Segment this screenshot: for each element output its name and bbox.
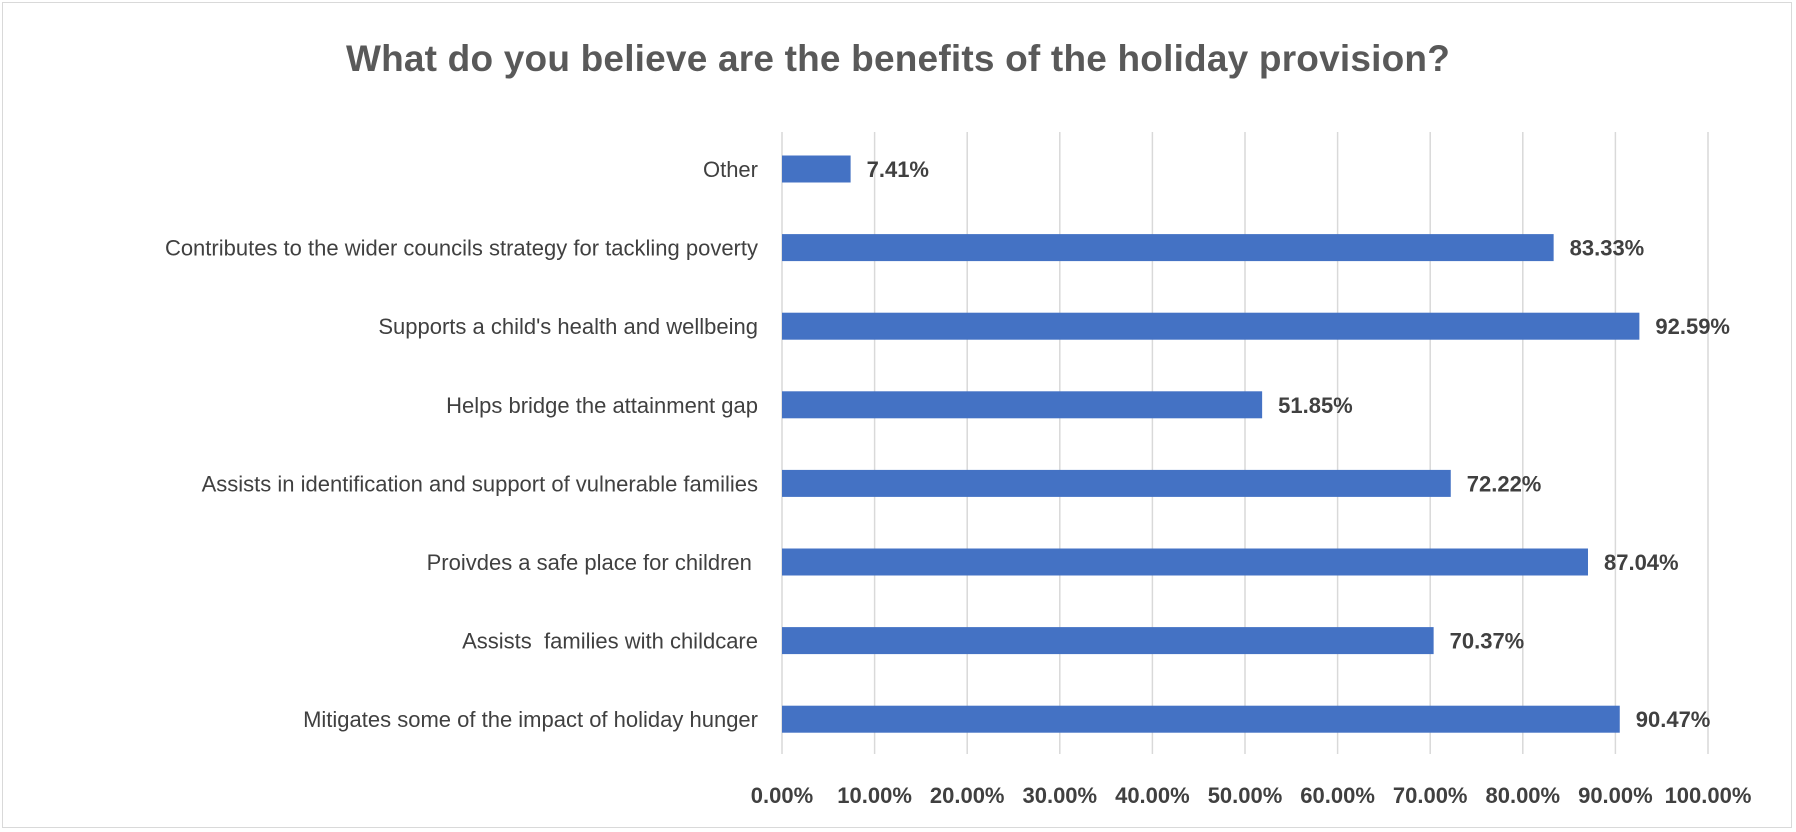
category-label: Proivdes a safe place for children <box>427 550 758 575</box>
category-label: Assists families with childcare <box>462 629 758 654</box>
data-label: 92.59% <box>1655 314 1730 339</box>
x-tick-label: 80.00% <box>1485 783 1560 808</box>
bar <box>782 627 1434 655</box>
x-tick-label: 100.00% <box>1665 783 1752 808</box>
bar <box>782 469 1451 497</box>
category-label: Mitigates some of the impact of holiday … <box>303 707 758 732</box>
bars <box>782 155 1640 733</box>
x-tick-label: 30.00% <box>1022 783 1097 808</box>
data-label: 87.04% <box>1604 550 1679 575</box>
data-label: 7.41% <box>867 157 929 182</box>
category-label: Assists in identification and support of… <box>202 471 758 496</box>
data-label: 83.33% <box>1570 236 1645 261</box>
bar <box>782 705 1620 733</box>
x-tick-label: 0.00% <box>751 783 813 808</box>
category-label: Supports a child's health and wellbeing <box>378 314 758 339</box>
x-axis-tick-labels: 0.00% 10.00% 20.00% 30.00% 40.00% 50.00% 60.00… <box>751 783 1752 808</box>
x-tick-label: 10.00% <box>837 783 912 808</box>
category-labels: Other Contributes to the wider councils s… <box>165 157 758 732</box>
data-label: 90.47% <box>1636 707 1711 732</box>
bar <box>782 548 1588 576</box>
data-label: 51.85% <box>1278 393 1353 418</box>
x-tick-label: 40.00% <box>1115 783 1190 808</box>
data-labels: 7.41% 83.33% 92.59% 51.85% 72.22% 87.04% 70.37… <box>867 157 1730 732</box>
x-tick-label: 20.00% <box>930 783 1005 808</box>
chart-title: What do you believe are the benefits of … <box>345 38 1451 79</box>
bar <box>782 234 1554 262</box>
x-tick-label: 70.00% <box>1393 783 1468 808</box>
bar <box>782 391 1263 419</box>
x-tick-label: 60.00% <box>1300 783 1375 808</box>
x-tick-label: 90.00% <box>1578 783 1653 808</box>
bar <box>782 155 851 183</box>
category-label: Contributes to the wider councils strate… <box>165 236 758 261</box>
bar <box>782 312 1640 340</box>
data-label: 70.37% <box>1450 629 1525 654</box>
x-tick-label: 50.00% <box>1208 783 1283 808</box>
gridlines <box>781 132 1709 754</box>
category-label: Helps bridge the attainment gap <box>446 393 758 418</box>
data-label: 72.22% <box>1467 471 1542 496</box>
category-label: Other <box>703 157 758 182</box>
